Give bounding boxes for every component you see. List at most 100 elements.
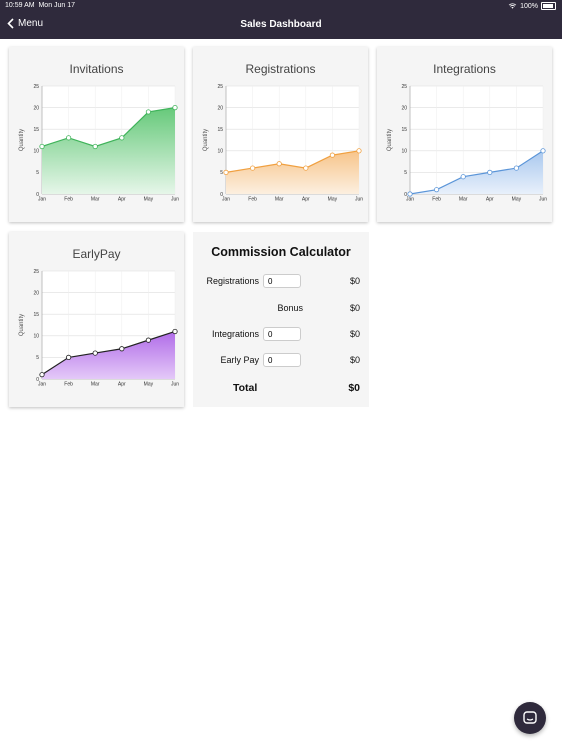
bonus-amount: $0 bbox=[349, 303, 360, 313]
registrations-input[interactable] bbox=[263, 274, 301, 288]
y-tick-label: 15 bbox=[217, 127, 223, 133]
x-tick-label: Feb bbox=[432, 197, 441, 203]
data-point bbox=[487, 169, 493, 176]
integrations-input[interactable] bbox=[263, 327, 301, 341]
x-tick-label: Mar bbox=[91, 197, 100, 203]
data-point bbox=[513, 165, 519, 171]
series-area bbox=[410, 150, 543, 194]
data-point bbox=[65, 135, 72, 141]
bonus-label: Bonus bbox=[277, 303, 303, 313]
data-point bbox=[92, 350, 98, 356]
data-point bbox=[407, 191, 413, 197]
area-chart: 0 5 10 15 20 25 Jan Feb Mar Apr May Jun Quantity bbox=[19, 84, 179, 203]
series-area bbox=[226, 150, 359, 194]
total-amount: $0 bbox=[348, 382, 360, 394]
y-axis-label: Quantity bbox=[203, 129, 209, 151]
y-tick-label: 10 bbox=[33, 149, 39, 155]
status-clock: 10:59 AM bbox=[5, 2, 35, 9]
y-tick-label: 10 bbox=[401, 149, 407, 155]
page-title: Sales Dashboard bbox=[240, 19, 322, 30]
chart-title: Registrations bbox=[245, 62, 316, 76]
data-point bbox=[433, 187, 440, 193]
invitations-card: Invitations 0 5 10 15 20 25 Jan Feb Mar Apr May Jun… bbox=[9, 47, 184, 222]
y-tick-label: 5 bbox=[404, 170, 407, 176]
x-tick-label: Mar bbox=[459, 197, 468, 203]
x-tick-label: Mar bbox=[275, 197, 284, 203]
y-tick-label: 20 bbox=[217, 105, 223, 111]
back-label: Menu bbox=[18, 18, 44, 29]
early-pay-label: Early Pay bbox=[220, 355, 259, 365]
data-point bbox=[249, 165, 256, 171]
integrations-label: Integrations bbox=[211, 329, 259, 339]
registrations-label: Registrations bbox=[206, 276, 259, 286]
calculator-title: Commission Calculator bbox=[211, 245, 351, 259]
series-line bbox=[409, 150, 544, 195]
status-time: 10:59 AM Mon Jun 17 bbox=[5, 2, 75, 9]
data-point bbox=[172, 328, 178, 335]
commission-calculator: Commission Calculator Registrations $0 B… bbox=[193, 232, 369, 407]
x-tick-label: Feb bbox=[64, 382, 73, 388]
chat-button[interactable] bbox=[514, 702, 546, 734]
y-tick-label: 25 bbox=[401, 84, 407, 90]
y-tick-label: 10 bbox=[217, 149, 223, 155]
registrations-card: Registrations 0 5 10 15 20 25 Jan Feb Mar Apr May J… bbox=[193, 47, 368, 222]
x-tick-label: May bbox=[328, 197, 338, 203]
chat-icon bbox=[523, 711, 537, 724]
total-label: Total bbox=[233, 382, 258, 394]
data-point bbox=[65, 354, 72, 361]
y-tick-label: 25 bbox=[33, 84, 39, 90]
x-tick-label: May bbox=[512, 197, 522, 203]
y-tick-label: 0 bbox=[220, 192, 223, 198]
x-tick-label: Jun bbox=[171, 382, 179, 388]
early-pay-amount: $0 bbox=[349, 355, 360, 365]
data-point bbox=[39, 143, 45, 150]
y-tick-label: 0 bbox=[36, 377, 39, 383]
battery-percent: 100% bbox=[520, 2, 538, 10]
x-tick-label: Jan bbox=[38, 197, 46, 203]
x-tick-label: May bbox=[144, 382, 154, 388]
data-point bbox=[119, 346, 125, 352]
series-line bbox=[225, 150, 360, 173]
y-tick-label: 20 bbox=[33, 105, 39, 111]
x-tick-label: Apr bbox=[302, 197, 310, 203]
status-date: Mon Jun 17 bbox=[38, 2, 76, 9]
area-chart: 0 5 10 15 20 25 Jan Feb Mar Apr May Jun Quantity bbox=[19, 269, 179, 388]
x-tick-label: Apr bbox=[486, 197, 494, 203]
data-point bbox=[540, 148, 546, 154]
y-tick-label: 15 bbox=[401, 127, 407, 133]
area-chart: 0 5 10 15 20 25 Jan Feb Mar Apr May Jun Quantity bbox=[387, 84, 547, 203]
series-area bbox=[42, 107, 175, 194]
integrations-card: Integrations 0 5 10 15 20 25 Jan Feb Mar Apr May Ju… bbox=[377, 47, 552, 222]
earlypay-card: EarlyPay 0 5 10 15 20 25 Jan Feb Mar Apr May Jun Qua… bbox=[9, 232, 184, 407]
data-point bbox=[145, 337, 151, 343]
y-tick-label: 10 bbox=[33, 334, 39, 340]
top-bar: 10:59 AM Mon Jun 17 100% Menu Sales Dash… bbox=[0, 0, 562, 39]
y-axis-label: Quantity bbox=[387, 129, 393, 151]
integrations-amount: $0 bbox=[349, 329, 360, 339]
x-tick-label: Jun bbox=[171, 197, 179, 203]
x-tick-label: May bbox=[144, 197, 154, 203]
y-axis-label: Quantity bbox=[19, 129, 25, 151]
registrations-amount: $0 bbox=[349, 276, 360, 286]
y-tick-label: 0 bbox=[36, 192, 39, 198]
area-chart: 0 5 10 15 20 25 Jan Feb Mar Apr May Jun Quantity bbox=[203, 84, 363, 203]
early-pay-input[interactable] bbox=[263, 353, 301, 367]
chevron-left-icon bbox=[7, 18, 14, 29]
y-tick-label: 20 bbox=[33, 290, 39, 296]
data-point bbox=[172, 104, 178, 111]
chart-title: Integrations bbox=[433, 62, 496, 76]
x-tick-label: Mar bbox=[91, 382, 100, 388]
series-line bbox=[41, 330, 176, 376]
series-line bbox=[41, 107, 176, 148]
x-tick-label: Jan bbox=[38, 382, 46, 388]
chart-title: EarlyPay bbox=[72, 247, 121, 261]
y-tick-label: 5 bbox=[36, 170, 39, 176]
x-tick-label: Jan bbox=[406, 197, 414, 203]
chart-title: Invitations bbox=[69, 62, 124, 76]
x-tick-label: Apr bbox=[118, 197, 126, 203]
y-axis-label: Quantity bbox=[19, 314, 25, 336]
data-point bbox=[92, 143, 98, 150]
back-button[interactable]: Menu bbox=[7, 18, 43, 29]
y-tick-label: 5 bbox=[36, 355, 39, 361]
y-tick-label: 0 bbox=[404, 192, 407, 198]
